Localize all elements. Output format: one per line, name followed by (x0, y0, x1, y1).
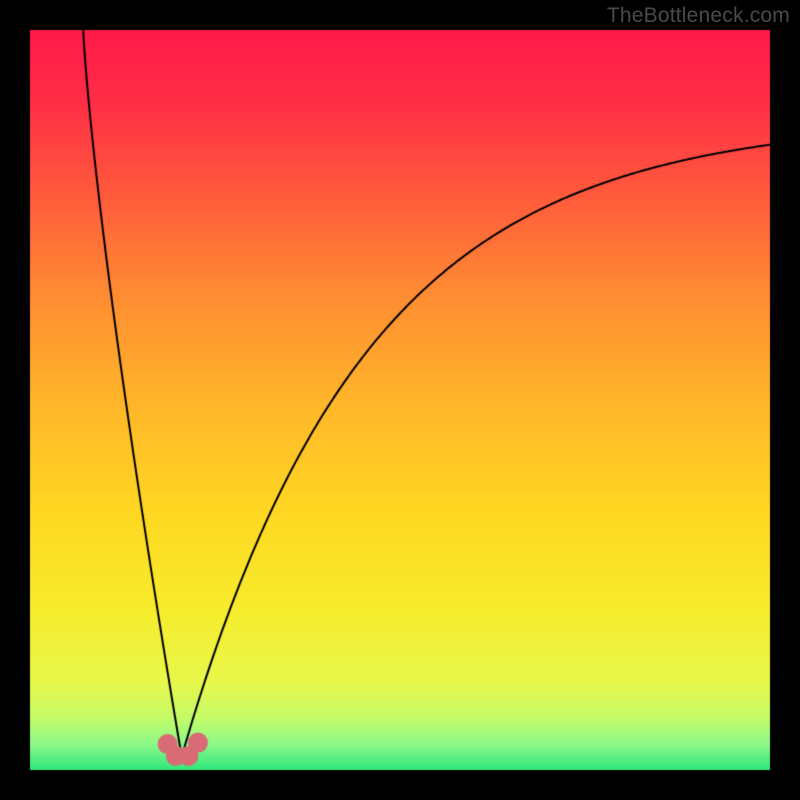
watermark-text: TheBottleneck.com (607, 4, 790, 28)
bottleneck-chart (0, 0, 800, 800)
